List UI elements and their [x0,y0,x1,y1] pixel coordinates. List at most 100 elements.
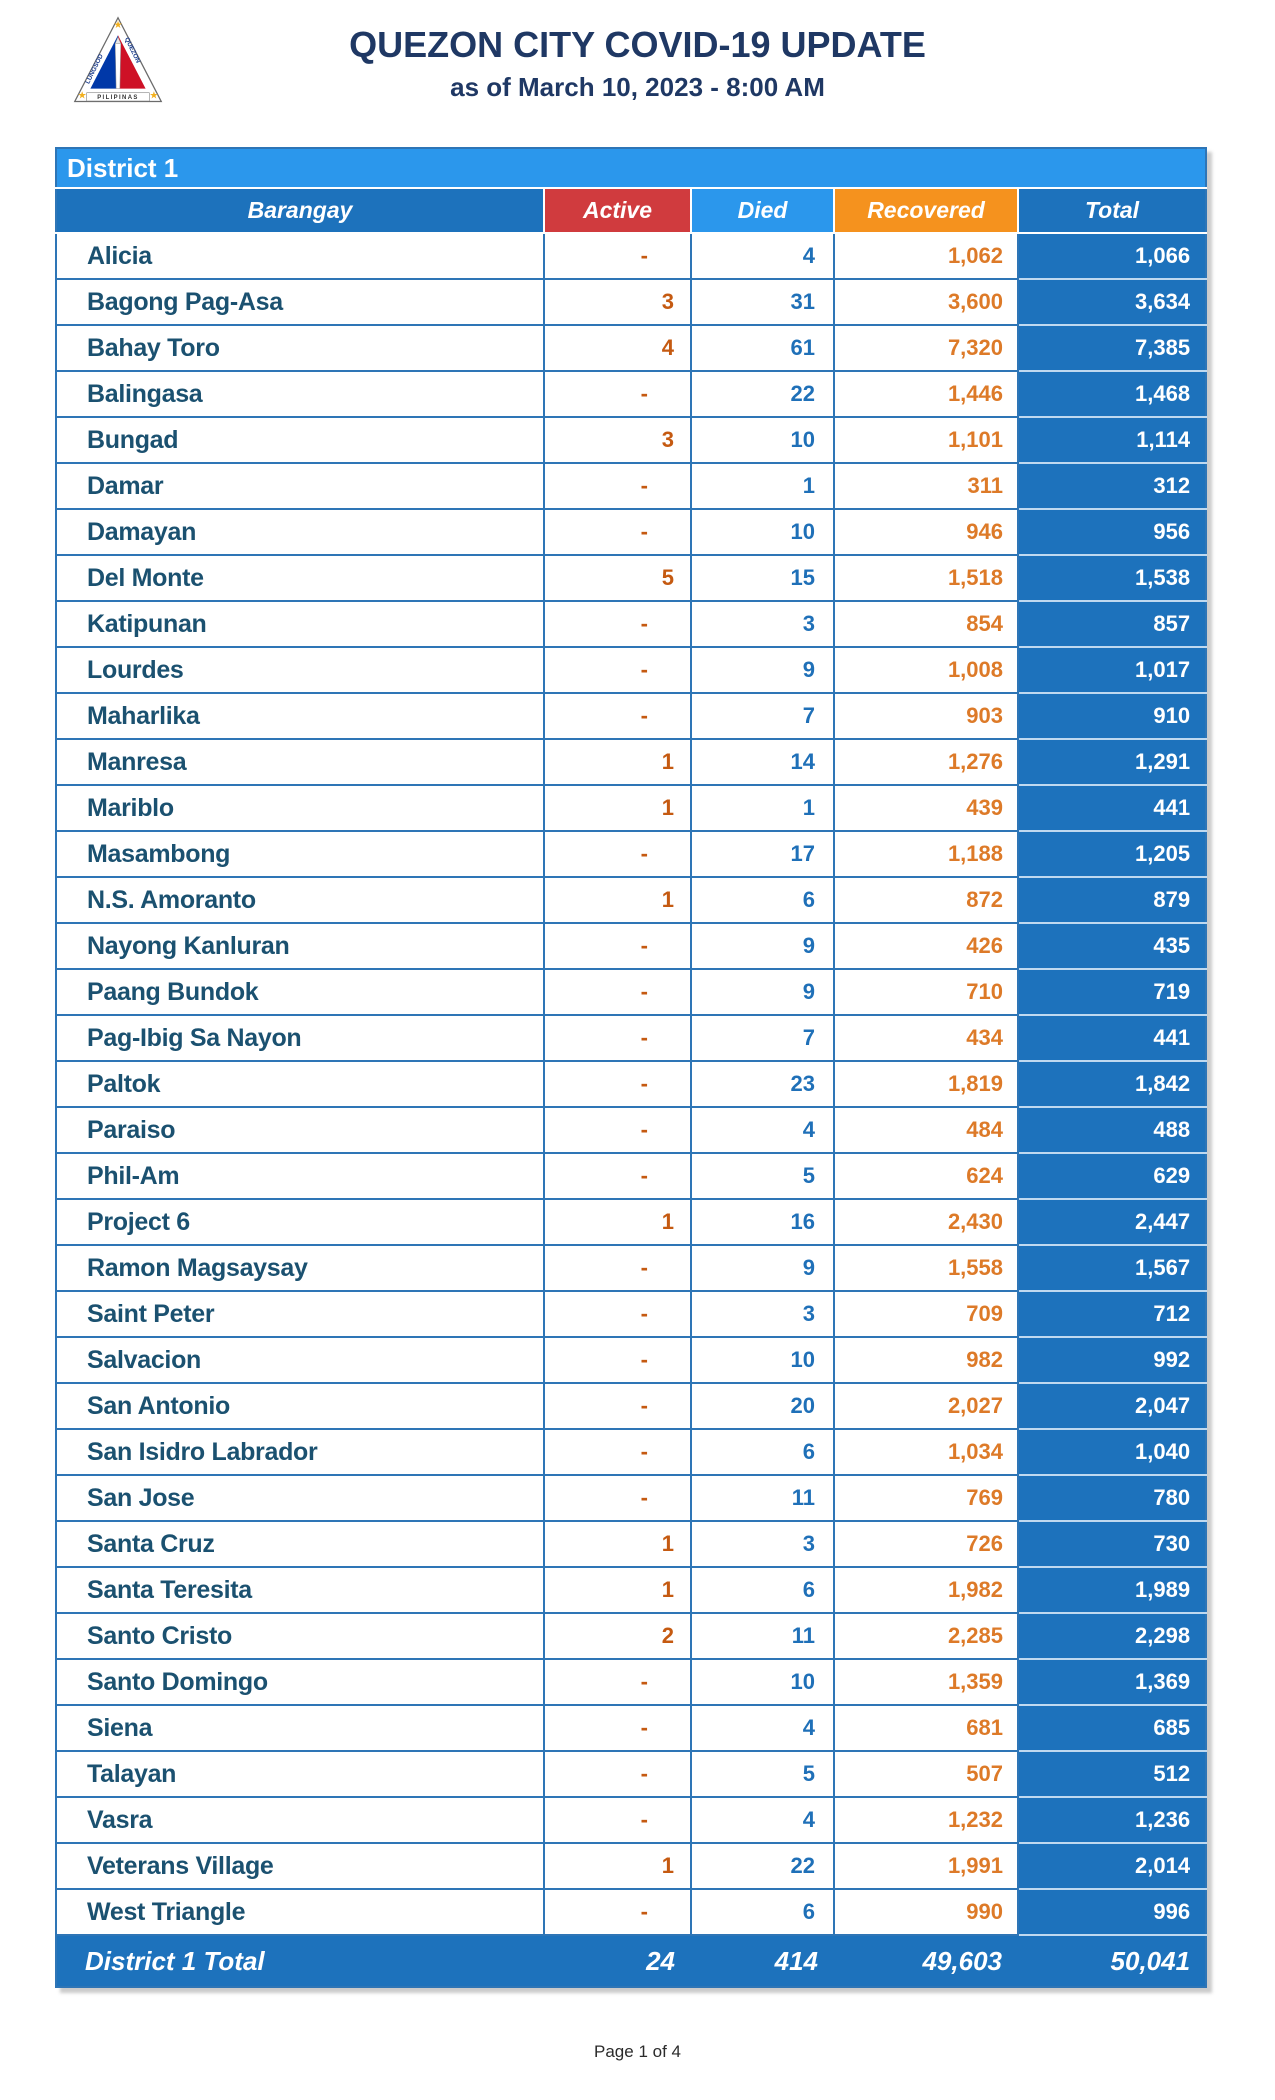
recovered-cell: 1,232 [833,1796,1019,1844]
barangay-name-cell: Santa Cruz [55,1520,545,1568]
logo-banner-text: PILIPINAS [97,95,139,101]
barangay-name-cell: N.S. Amoranto [55,876,545,924]
recovered-cell: 507 [833,1750,1019,1798]
barangay-name-cell: Manresa [55,738,545,786]
barangay-name-cell: Paraiso [55,1106,545,1154]
table-row: San Antonio - 20 2,027 2,047 [55,1382,1208,1430]
barangay-name-cell: Lourdes [55,646,545,694]
recovered-cell: 709 [833,1290,1019,1338]
died-cell: 4 [690,1704,835,1752]
recovered-cell: 1,982 [833,1566,1019,1614]
active-cell: 3 [543,278,692,326]
table-row: Del Monte 5 15 1,518 1,538 [55,554,1208,602]
died-cell: 10 [690,508,835,556]
barangay-name-cell: Damayan [55,508,545,556]
died-cell: 22 [690,370,835,418]
table-row: Lourdes - 9 1,008 1,017 [55,646,1208,694]
table-row: Santa Teresita 1 6 1,982 1,989 [55,1566,1208,1614]
died-cell: 9 [690,922,835,970]
table-row: West Triangle - 6 990 996 [55,1888,1208,1936]
barangay-name-cell: Santa Teresita [55,1566,545,1614]
died-cell: 10 [690,1336,835,1384]
total-cell: 441 [1016,784,1208,832]
table-row: Salvacion - 10 982 992 [55,1336,1208,1384]
total-cell: 910 [1016,692,1208,740]
total-cell: 685 [1016,1704,1208,1752]
table-row: Pag-Ibig Sa Nayon - 7 434 441 [55,1014,1208,1062]
star-icon: ★ [78,91,87,102]
barangay-name-cell: Ramon Magsaysay [55,1244,545,1292]
died-cell: 3 [690,1520,835,1568]
recovered-cell: 3,600 [833,278,1019,326]
active-cell: - [543,646,692,694]
table-row: Santa Cruz 1 3 726 730 [55,1520,1208,1568]
table-row: Phil-Am - 5 624 629 [55,1152,1208,1200]
total-cell: 879 [1016,876,1208,924]
table-row: Santo Domingo - 10 1,359 1,369 [55,1658,1208,1706]
died-cell: 10 [690,1658,835,1706]
active-cell: 1 [543,876,692,924]
active-cell: - [543,1704,692,1752]
table-row: Santo Cristo 2 11 2,285 2,298 [55,1612,1208,1660]
table-row: Bahay Toro 4 61 7,320 7,385 [55,324,1208,372]
total-cell: 1,236 [1016,1796,1208,1844]
died-cell: 3 [690,1290,835,1338]
total-cell: 1,989 [1016,1566,1208,1614]
barangay-name-cell: Paltok [55,1060,545,1108]
recovered-cell: 2,027 [833,1382,1019,1430]
active-cell: - [543,508,692,556]
barangay-name-cell: Veterans Village [55,1842,545,1890]
column-header-active: Active [543,187,692,234]
quezon-city-seal-logo: LUNGSOD QUEZON ★ ★ ★ PILIPINAS [73,16,163,103]
active-cell: 1 [543,1198,692,1246]
died-cell: 6 [690,1428,835,1476]
barangay-name-cell: Salvacion [55,1336,545,1384]
recovered-cell: 872 [833,876,1019,924]
page-number: Page 1 of 4 [594,2042,681,2061]
recovered-cell: 903 [833,692,1019,740]
table-row: Saint Peter - 3 709 712 [55,1290,1208,1338]
table-row: Damar - 1 311 312 [55,462,1208,510]
district-total-total: 50,041 [1018,1934,1208,1988]
total-cell: 1,567 [1016,1244,1208,1292]
active-cell: 5 [543,554,692,602]
barangay-name-cell: Balingasa [55,370,545,418]
table-row: Bagong Pag-Asa 3 31 3,600 3,634 [55,278,1208,326]
active-cell: - [543,1014,692,1062]
recovered-cell: 1,819 [833,1060,1019,1108]
barangay-name-cell: Pag-Ibig Sa Nayon [55,1014,545,1062]
active-cell: - [543,600,692,648]
table-row: San Isidro Labrador - 6 1,034 1,040 [55,1428,1208,1476]
barangay-name-cell: Project 6 [55,1198,545,1246]
total-cell: 730 [1016,1520,1208,1568]
table-row: Veterans Village 1 22 1,991 2,014 [55,1842,1208,1890]
died-cell: 3 [690,600,835,648]
recovered-cell: 484 [833,1106,1019,1154]
died-cell: 11 [690,1474,835,1522]
recovered-cell: 426 [833,922,1019,970]
total-cell: 1,842 [1016,1060,1208,1108]
total-cell: 441 [1016,1014,1208,1062]
barangay-name-cell: Vasra [55,1796,545,1844]
died-cell: 31 [690,278,835,326]
page-title: QUEZON CITY COVID-19 UPDATE [349,24,926,65]
died-cell: 15 [690,554,835,602]
died-cell: 14 [690,738,835,786]
table-row: Katipunan - 3 854 857 [55,600,1208,648]
active-cell: 1 [543,1566,692,1614]
barangay-name-cell: Masambong [55,830,545,878]
total-cell: 1,017 [1016,646,1208,694]
active-cell: - [543,1382,692,1430]
page-subtitle: as of March 10, 2023 - 8:00 AM [450,72,825,102]
total-cell: 992 [1016,1336,1208,1384]
barangay-name-cell: San Antonio [55,1382,545,1430]
active-cell: - [543,1060,692,1108]
table-row: Talayan - 5 507 512 [55,1750,1208,1798]
barangay-name-cell: Katipunan [55,600,545,648]
died-cell: 4 [690,1796,835,1844]
died-cell: 9 [690,968,835,1016]
total-cell: 719 [1016,968,1208,1016]
died-cell: 7 [690,692,835,740]
died-cell: 4 [690,232,835,280]
total-cell: 1,066 [1016,232,1208,280]
